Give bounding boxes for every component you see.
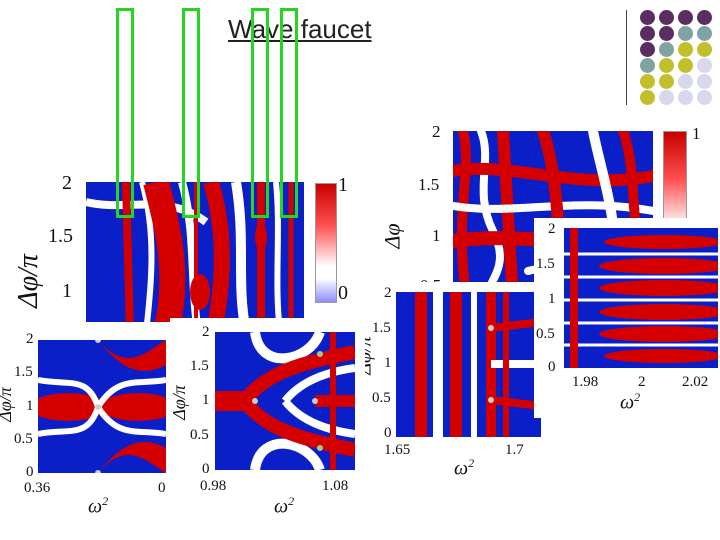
bottom-mid-y-tick: 1.5 bbox=[190, 358, 209, 374]
center-right-x-tick: 1.65 bbox=[384, 442, 411, 458]
top-right-y-tick: 2 bbox=[432, 122, 441, 141]
main-y-tick: 2 bbox=[62, 172, 72, 194]
center-right-x-tick: 1.7 bbox=[505, 442, 524, 458]
highlight-box-1 bbox=[116, 8, 134, 218]
center-right-plot: 2 1.5 1 0.5 0 1.65 1.7 Δφ/π ω2 bbox=[350, 282, 545, 482]
highlight-box-3 bbox=[251, 8, 269, 218]
center-right-x-label: ω2 bbox=[454, 456, 475, 480]
bottom-mid-y-label: Δφ/π bbox=[168, 385, 189, 420]
main-colorbar-tick: 0 bbox=[338, 282, 348, 304]
bottom-left-y-tick: 2 bbox=[26, 331, 34, 347]
far-right-x-tick: 2 bbox=[638, 374, 646, 390]
decorative-dot bbox=[659, 58, 674, 73]
bottom-left-plot: 2 1.5 1 0.5 0 0.36 0 Δφ/π ω2 bbox=[0, 322, 175, 522]
decorative-dot bbox=[697, 58, 712, 73]
bottom-left-y-tick: 1.5 bbox=[14, 364, 33, 380]
decorative-dot bbox=[640, 26, 655, 41]
center-right-heatmap bbox=[396, 292, 541, 437]
far-right-y-tick: 1 bbox=[548, 291, 556, 307]
far-right-x-tick: 1.98 bbox=[572, 374, 599, 390]
far-right-y-tick: 1.5 bbox=[536, 256, 555, 272]
far-right-y-tick: 2 bbox=[548, 221, 556, 237]
decorative-dot bbox=[640, 74, 655, 89]
main-y-tick: 1 bbox=[62, 280, 72, 302]
bottom-left-x-tick: 0 bbox=[158, 480, 166, 496]
decorative-dot bbox=[640, 10, 655, 25]
decorative-dot bbox=[697, 42, 712, 57]
main-heatmap bbox=[86, 182, 304, 332]
decorative-dot bbox=[697, 10, 712, 25]
center-right-y-tick: 1.5 bbox=[372, 320, 391, 336]
top-right-y-label: Δφ bbox=[379, 223, 405, 249]
slide-title: Wave faucet bbox=[228, 14, 372, 44]
decorative-dot bbox=[659, 10, 674, 25]
bottom-left-y-tick: 0.5 bbox=[14, 431, 33, 447]
decorative-dot bbox=[640, 58, 655, 73]
far-right-x-tick: 2.02 bbox=[682, 374, 709, 390]
top-right-y-tick: 1.5 bbox=[418, 175, 440, 194]
bottom-left-heatmap bbox=[38, 340, 166, 473]
decorative-dot bbox=[697, 74, 712, 89]
bottom-left-y-tick: 1 bbox=[26, 398, 34, 414]
decorative-dot bbox=[640, 42, 655, 57]
bottom-mid-x-tick: 0.98 bbox=[200, 478, 227, 494]
bottom-mid-x-label: ω2 bbox=[274, 494, 295, 518]
decorative-dot bbox=[678, 42, 693, 57]
decorative-dot bbox=[659, 74, 674, 89]
bottom-mid-y-tick: 2 bbox=[202, 324, 210, 340]
bottom-mid-heatmap bbox=[215, 332, 355, 470]
main-colorbar-tick: 1 bbox=[338, 174, 348, 196]
center-right-y-tick: 1 bbox=[384, 355, 392, 371]
center-right-y-tick: 0.5 bbox=[372, 390, 391, 406]
top-right-colorbar bbox=[663, 131, 687, 228]
decorative-dot bbox=[640, 90, 655, 105]
bottom-mid-y-tick: 1 bbox=[202, 392, 210, 408]
center-right-y-tick: 2 bbox=[384, 285, 392, 301]
decorative-dot bbox=[678, 26, 693, 41]
far-right-plot: 2 1.5 1 0.5 0 1.98 2 2.02 ω2 bbox=[534, 218, 720, 418]
highlight-box-2 bbox=[182, 8, 200, 218]
main-plot: 1 0 2 1.5 1 Δφ/π bbox=[0, 170, 360, 340]
title-divider bbox=[626, 10, 627, 105]
decorative-dot bbox=[659, 90, 674, 105]
bottom-left-y-tick: 0 bbox=[26, 464, 34, 480]
far-right-heatmap bbox=[564, 228, 718, 368]
decorative-dot bbox=[678, 10, 693, 25]
bottom-mid-x-tick: 1.08 bbox=[322, 478, 349, 494]
bottom-left-x-label: ω2 bbox=[88, 494, 109, 518]
decorative-dot bbox=[678, 58, 693, 73]
far-right-x-label: ω2 bbox=[620, 390, 641, 414]
decorative-dot-grid bbox=[640, 10, 720, 110]
bottom-mid-y-tick: 0.5 bbox=[190, 427, 209, 443]
top-right-y-tick: 1 bbox=[432, 226, 441, 245]
far-right-y-tick: 0.5 bbox=[536, 326, 555, 342]
center-right-y-tick: 0 bbox=[384, 425, 392, 441]
decorative-dot bbox=[678, 74, 693, 89]
decorative-dot bbox=[659, 26, 674, 41]
highlight-box-4 bbox=[280, 8, 298, 218]
bottom-mid-plot: 2 1.5 1 0.5 0 0.98 1.08 Δφ/π ω2 bbox=[168, 318, 365, 523]
main-y-tick: 1.5 bbox=[48, 225, 73, 247]
bottom-mid-y-tick: 0 bbox=[202, 461, 210, 477]
decorative-dot bbox=[678, 90, 693, 105]
decorative-dot bbox=[697, 26, 712, 41]
main-colorbar bbox=[315, 183, 337, 303]
bottom-left-y-label: Δφ/π bbox=[0, 387, 15, 422]
decorative-dot bbox=[697, 90, 712, 105]
decorative-dot bbox=[659, 42, 674, 57]
bottom-left-x-tick: 0.36 bbox=[24, 480, 51, 496]
far-right-y-tick: 0 bbox=[548, 359, 556, 375]
main-y-label: Δφ/π bbox=[12, 254, 44, 308]
top-right-colorbar-tick: 1 bbox=[692, 124, 701, 143]
